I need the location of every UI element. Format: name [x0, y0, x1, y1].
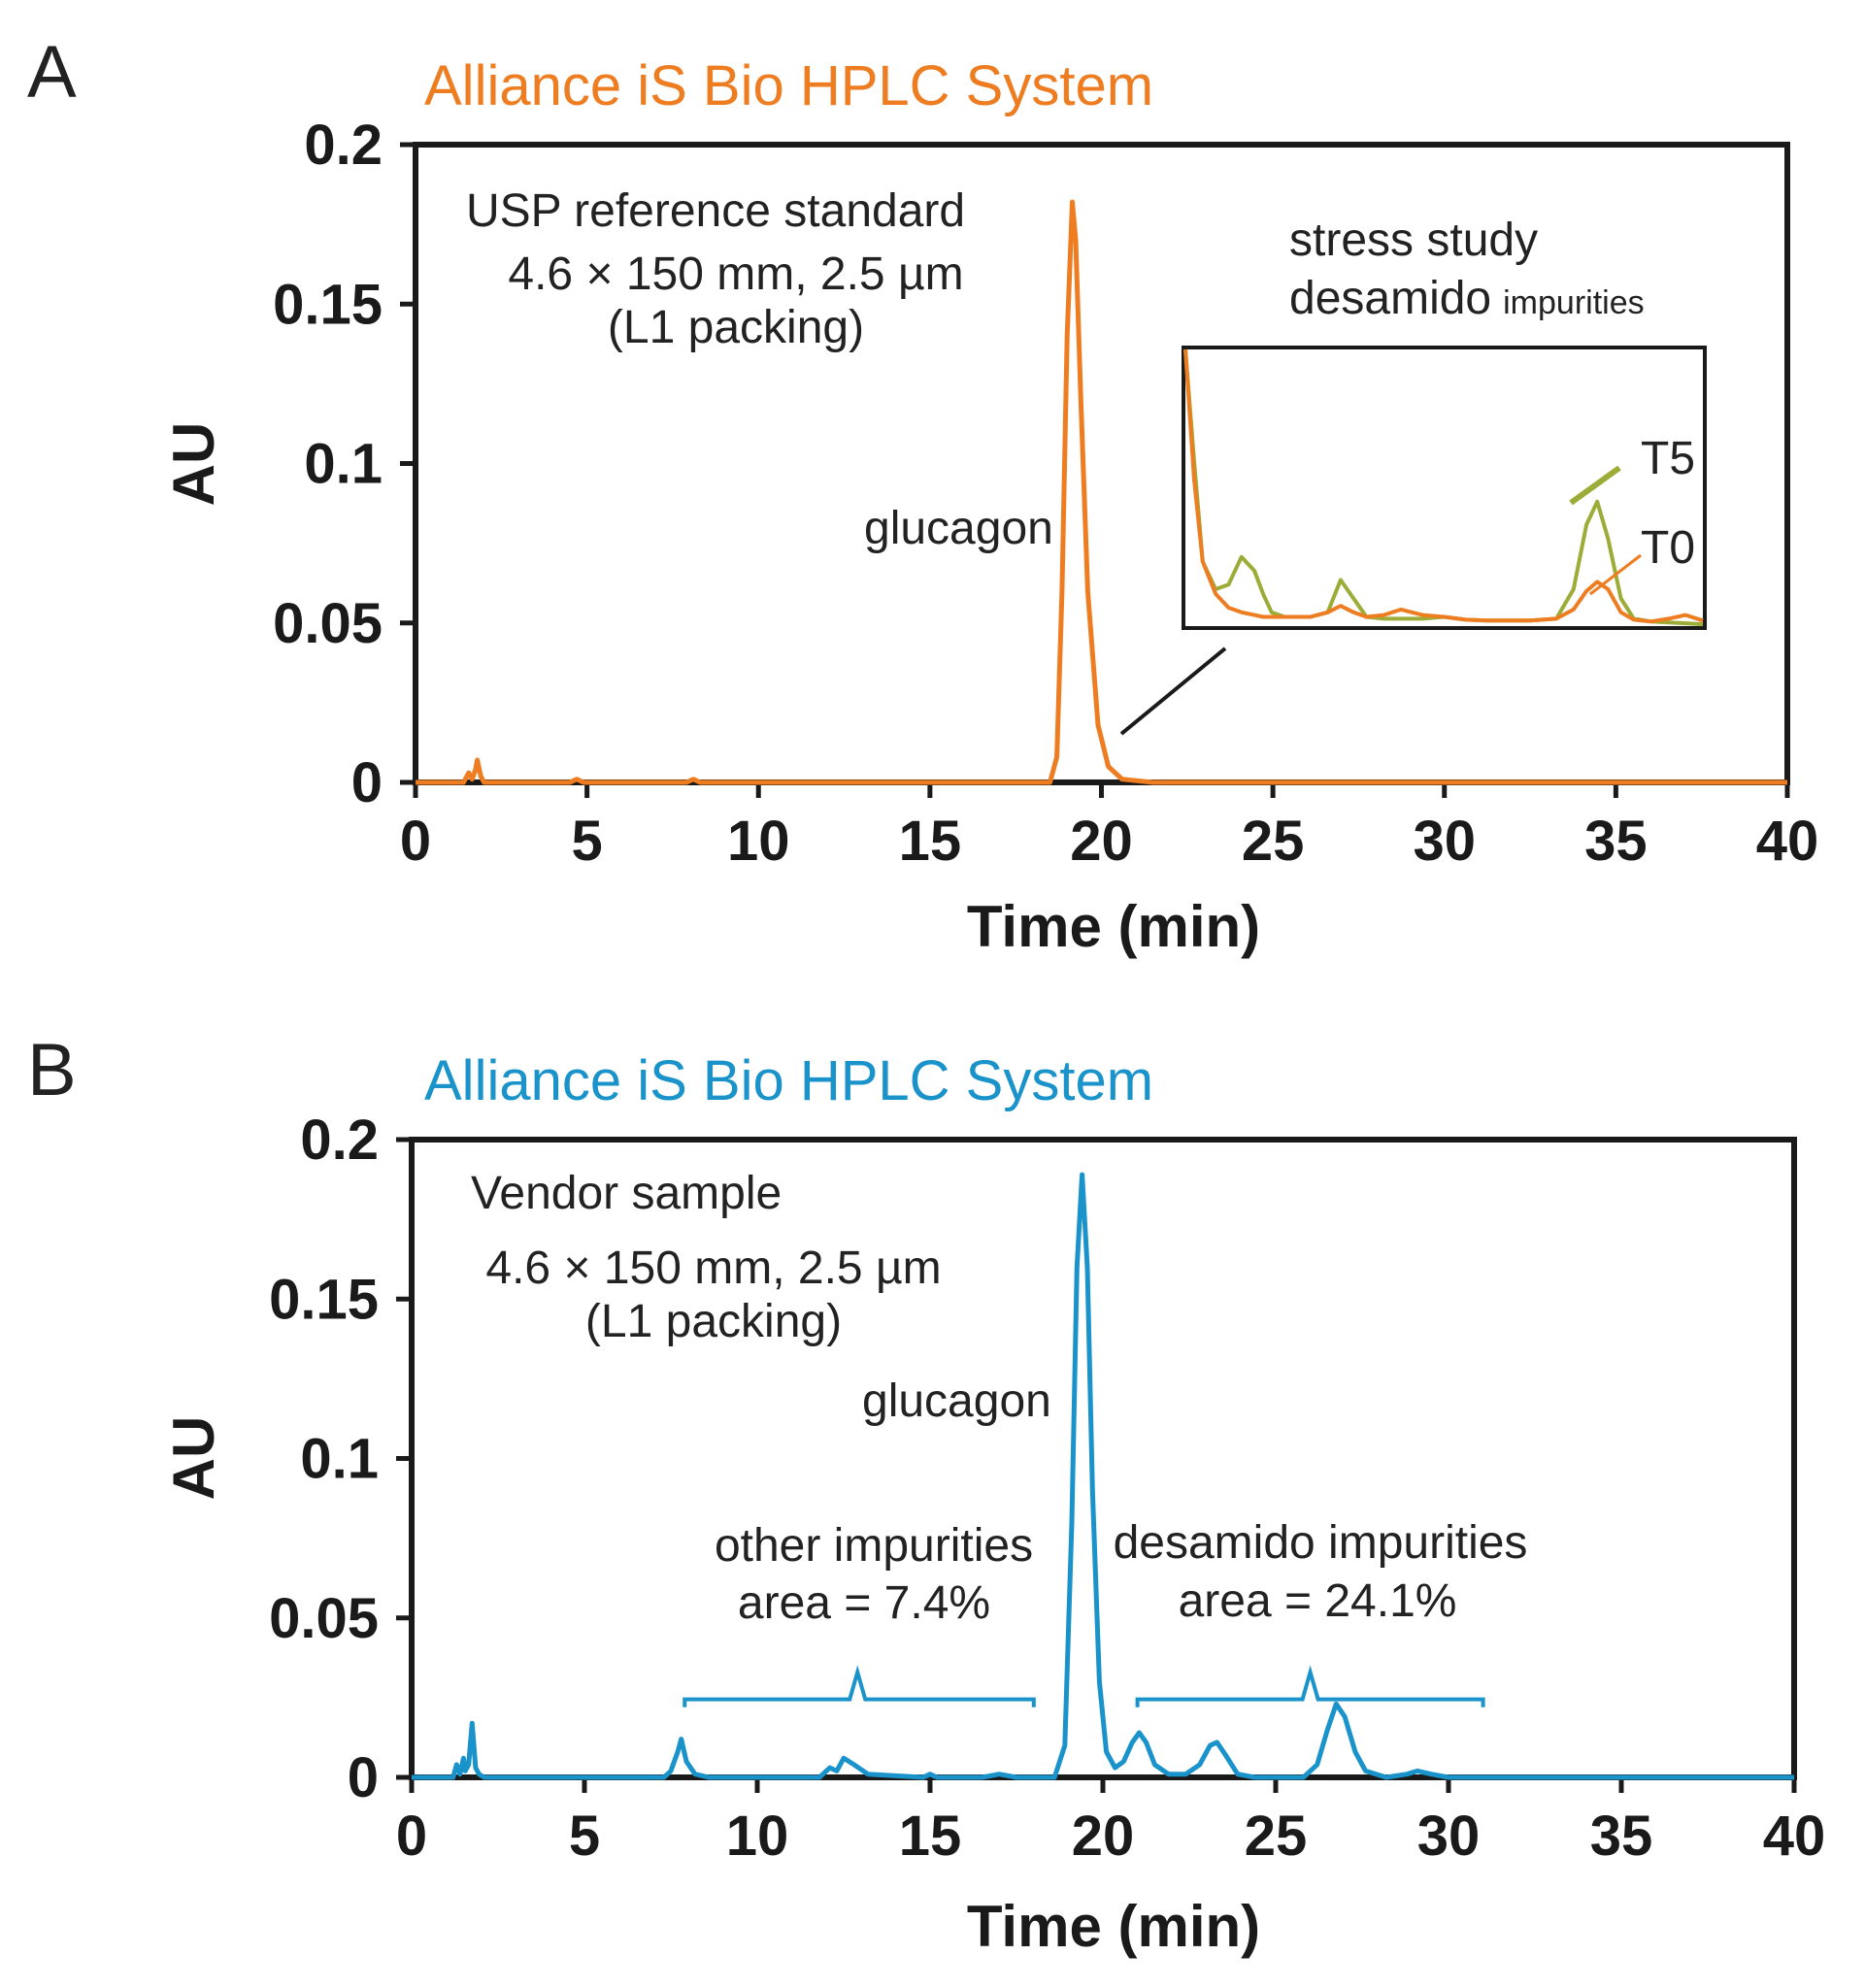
panel-b-xtick-label-4: 20: [1072, 1805, 1135, 1868]
panel-b-xtick-label-3: 15: [899, 1805, 962, 1868]
panel-b-ytick-label-2: 0.1: [300, 1428, 379, 1491]
inset-title-line2: desamido impurities: [1289, 273, 1645, 324]
inset-zoom-connector: [1119, 646, 1227, 736]
t5-label: T5: [1641, 433, 1695, 484]
desamido-impurities-label: desamido impurities: [1114, 1517, 1528, 1569]
panel-a-x-ticks: 0 5 10 15 20 25 30 35 40: [400, 782, 1818, 873]
panel-b-xtick-label-5: 25: [1245, 1805, 1308, 1868]
inset-title-line1: stress study: [1289, 215, 1538, 266]
panel-a-ytick-label-3: 0.15: [273, 273, 383, 336]
panel-a-ytick-label-2: 0.1: [304, 433, 383, 496]
panel-b-x-ticks: 0 5 10 15 20 25 30 35 40: [396, 1777, 1825, 1868]
panel-a-title: Alliance iS Bio HPLC System: [424, 54, 1153, 117]
panel-b-xtick-label-8: 40: [1763, 1805, 1826, 1868]
panel-b-peak-label-glucagon: glucagon: [862, 1375, 1051, 1427]
panel-a-xtick-label-3: 15: [899, 810, 962, 873]
t0-label-leader: [1589, 553, 1642, 596]
panel-a-xtick-label-8: 40: [1756, 810, 1819, 873]
panel-b-xtick-label-7: 35: [1590, 1805, 1653, 1868]
inset-title-desamido: desamido: [1289, 273, 1491, 324]
panel-b-xtick-label-1: 5: [569, 1805, 600, 1868]
panel-a-xtick-label-6: 30: [1413, 810, 1476, 873]
desamido-impurities-area: area = 24.1%: [1179, 1575, 1457, 1627]
panel-b-column-dimensions: 4.6 × 150 mm, 2.5 µm: [485, 1242, 941, 1294]
desamido-impurities-bracket: [1135, 1665, 1485, 1707]
panel-a-y-ticks: 0 0.05 0.1 0.15 0.2: [273, 114, 416, 814]
panel-a-chromatogram-trace: [416, 199, 1787, 785]
panel-b-xtick-label-2: 10: [726, 1805, 789, 1868]
t0-label: T0: [1641, 522, 1695, 574]
panel-b-ytick-label-4: 0.2: [300, 1109, 379, 1172]
panel-a-xtick-label-0: 0: [400, 810, 431, 873]
panel-b-y-axis-label: AU: [161, 1416, 226, 1501]
panel-a-ytick-label-4: 0.2: [304, 114, 383, 177]
inset-trace-t5: [1183, 348, 1704, 627]
panel-a-xtick-label-2: 10: [727, 810, 790, 873]
inset-title-impurities: impurities: [1503, 284, 1644, 321]
panel-b: B Alliance iS Bio HPLC System 0 0.05 0.1 0.…: [27, 1029, 1825, 1959]
panel-b-column-packing: (L1 packing): [585, 1296, 842, 1347]
panel-a-column-packing: (L1 packing): [608, 302, 864, 353]
panel-b-chromatogram-trace: [412, 1172, 1794, 1780]
panel-a-ytick-label-1: 0.05: [273, 592, 383, 655]
panel-a-ytick-label-0: 0: [351, 751, 383, 814]
panel-a-xtick-label-4: 20: [1070, 810, 1133, 873]
panel-b-xtick-label-6: 30: [1417, 1805, 1481, 1868]
other-impurities-bracket: [683, 1665, 1036, 1707]
panel-a-y-axis-label: AU: [161, 422, 226, 507]
panel-b-y-ticks: 0 0.05 0.1 0.15 0.2: [269, 1109, 412, 1809]
panel-a-column-dimensions: 4.6 × 150 mm, 2.5 µm: [508, 248, 963, 300]
panel-a-peak-label-glucagon: glucagon: [864, 503, 1053, 554]
panel-a-xtick-label-1: 5: [571, 810, 602, 873]
panel-b-x-axis-label: Time (min): [967, 1894, 1260, 1959]
panel-a-xtick-label-5: 25: [1242, 810, 1305, 873]
panel-b-ytick-label-3: 0.15: [269, 1268, 379, 1331]
panel-a: A Alliance iS Bio HPLC System 0 0.05 0.1 0.…: [27, 31, 1818, 959]
panel-a-xtick-label-7: 35: [1584, 810, 1648, 873]
inset-trace-t0: [1183, 348, 1704, 624]
panel-b-ytick-label-0: 0: [348, 1746, 379, 1809]
panel-b-xtick-label-0: 0: [396, 1805, 427, 1868]
panel-b-ytick-label-1: 0.05: [269, 1587, 379, 1650]
other-impurities-label: other impurities: [715, 1520, 1033, 1572]
panel-a-x-axis-label: Time (min): [967, 894, 1260, 959]
panel-a-sample-name: USP reference standard: [466, 185, 965, 237]
t5-label-leader: [1569, 465, 1621, 506]
panel-a-letter: A: [27, 31, 77, 114]
panel-b-sample-name: Vendor sample: [471, 1168, 782, 1219]
panel-b-letter: B: [27, 1029, 77, 1111]
other-impurities-area: area = 7.4%: [738, 1577, 990, 1629]
panel-b-plot-frame: [409, 1137, 1797, 1780]
panel-b-title: Alliance iS Bio HPLC System: [424, 1049, 1153, 1112]
